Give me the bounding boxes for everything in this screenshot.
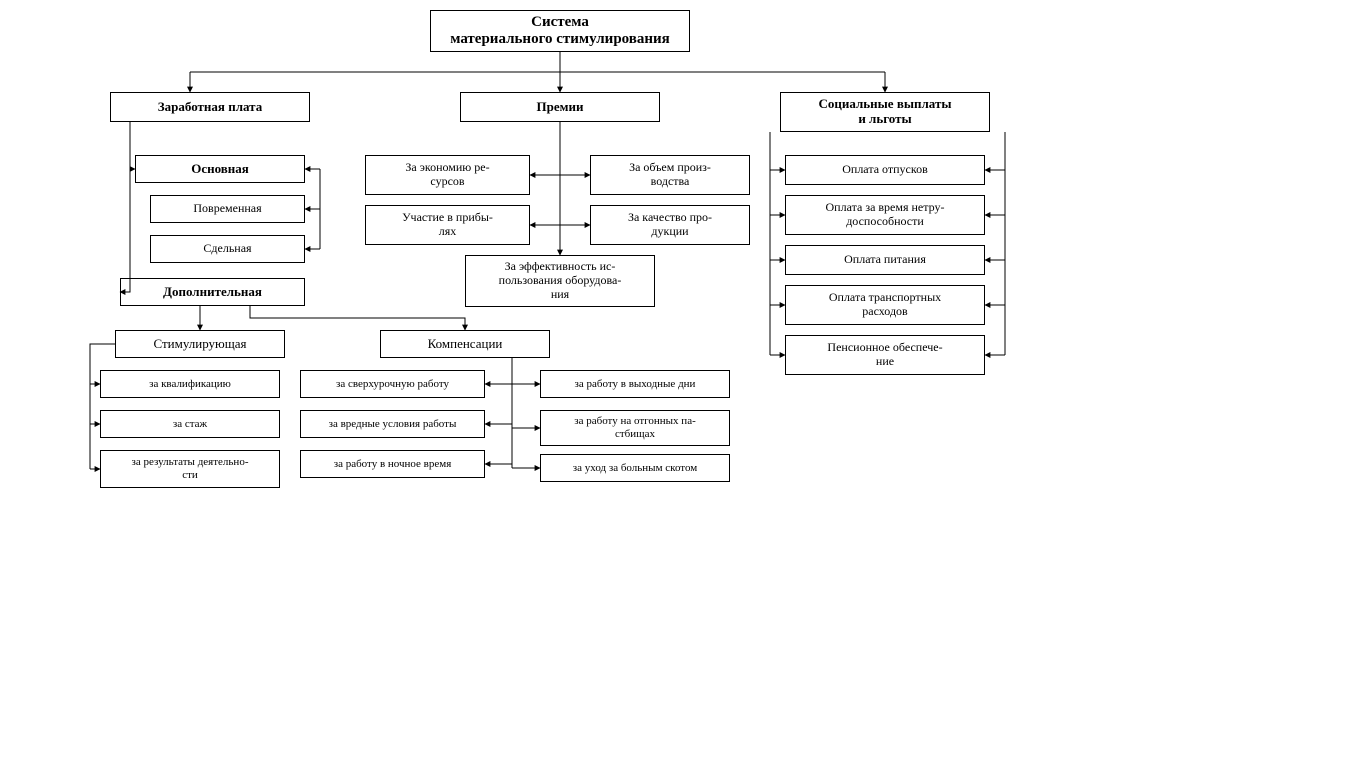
node-label: за сверхурочную работу [336, 378, 449, 391]
node-st_res: за результаты деятельно- сти [100, 450, 280, 488]
node-basic: Основная [135, 155, 305, 183]
node-label: Заработная плата [158, 100, 262, 115]
node-label: Основная [191, 162, 249, 177]
node-label: за работу в выходные дни [575, 378, 696, 391]
node-b_vol: За объем произ- водства [590, 155, 750, 195]
node-c_over: за сверхурочную работу [300, 370, 485, 398]
node-bonus: Премии [460, 92, 660, 122]
node-label: Оплата за время нетру- доспособности [826, 201, 945, 229]
node-s_trans: Оплата транспортных расходов [785, 285, 985, 325]
node-label: За качество про- дукции [628, 211, 712, 239]
node-c_sick: за уход за больным скотом [540, 454, 730, 482]
node-label: Оплата отпусков [842, 163, 928, 177]
node-root: Система материального стимулирования [430, 10, 690, 52]
edge-29 [250, 306, 465, 330]
node-label: Пенсионное обеспече- ние [827, 341, 942, 369]
node-label: Повременная [193, 202, 261, 216]
node-label: Сдельная [203, 242, 251, 256]
node-st_exp: за стаж [100, 410, 280, 438]
node-label: За эффективность ис- пользования оборудо… [499, 260, 622, 301]
node-label: Оплата питания [844, 253, 926, 267]
node-label: за работу в ночное время [334, 458, 452, 471]
node-s_food: Оплата питания [785, 245, 985, 275]
node-st_qual: за квалификацию [100, 370, 280, 398]
node-b_eff: За эффективность ис- пользования оборудо… [465, 255, 655, 307]
node-c_past: за работу на отгонных па- стбищах [540, 410, 730, 446]
node-label: за стаж [173, 418, 207, 431]
node-extra: Дополнительная [120, 278, 305, 306]
node-label: за уход за больным скотом [573, 462, 697, 475]
edge-6 [120, 169, 130, 292]
node-b_profit: Участие в прибы- лях [365, 205, 530, 245]
node-s_vac: Оплата отпусков [785, 155, 985, 185]
node-label: Участие в прибы- лях [402, 211, 493, 239]
node-s_sick: Оплата за время нетру- доспособности [785, 195, 985, 235]
node-label: За объем произ- водства [629, 161, 711, 189]
node-c_harm: за вредные условия работы [300, 410, 485, 438]
node-piece: Сдельная [150, 235, 305, 263]
node-label: за работу на отгонных па- стбищах [574, 415, 696, 440]
node-label: за вредные условия работы [329, 418, 457, 431]
node-label: Компенсации [428, 337, 503, 352]
node-b_qual: За качество про- дукции [590, 205, 750, 245]
edge-31 [90, 344, 115, 358]
node-c_night: за работу в ночное время [300, 450, 485, 478]
node-social: Социальные выплаты и льготы [780, 92, 990, 132]
node-label: за квалификацию [149, 378, 231, 391]
node-s_pens: Пенсионное обеспече- ние [785, 335, 985, 375]
node-label: Социальные выплаты и льготы [819, 97, 952, 127]
node-comp: Компенсации [380, 330, 550, 358]
node-c_wknd: за работу в выходные дни [540, 370, 730, 398]
node-time: Повременная [150, 195, 305, 223]
node-b_res: За экономию ре- сурсов [365, 155, 530, 195]
node-wage: Заработная плата [110, 92, 310, 122]
node-label: Премии [537, 100, 584, 115]
node-label: Стимулирующая [153, 337, 246, 352]
node-label: Дополнительная [163, 285, 262, 300]
node-label: Система материального стимулирования [450, 14, 670, 49]
node-label: за результаты деятельно- сти [132, 456, 249, 481]
node-label: Оплата транспортных расходов [829, 291, 941, 319]
node-stim: Стимулирующая [115, 330, 285, 358]
node-label: За экономию ре- сурсов [405, 161, 489, 189]
